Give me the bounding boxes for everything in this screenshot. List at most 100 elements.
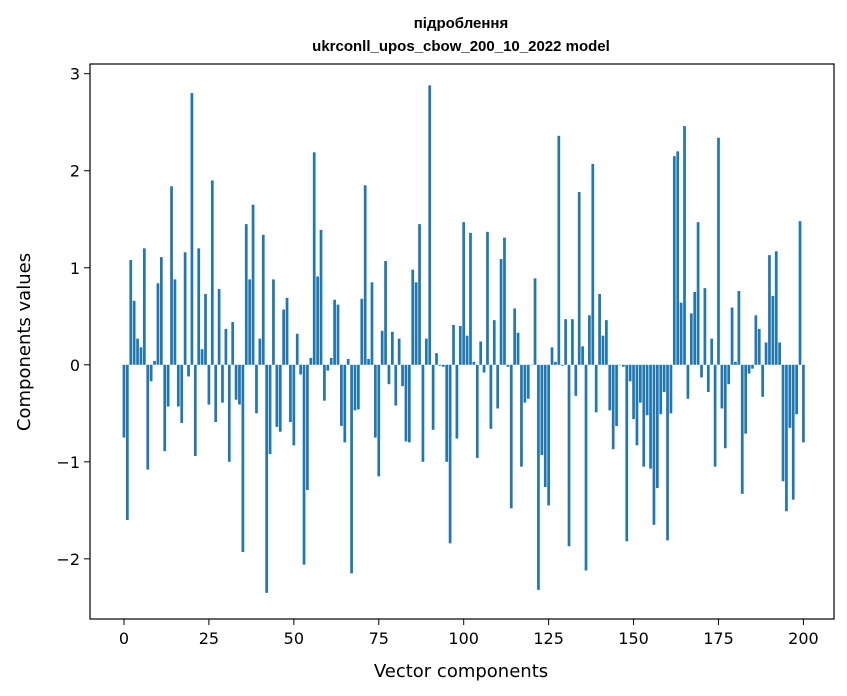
bar: [353, 364, 357, 411]
bar: [126, 364, 129, 521]
bar: [445, 364, 449, 462]
bar: [401, 364, 404, 387]
bar: [788, 364, 792, 428]
bar: [132, 300, 136, 365]
bar: [455, 364, 459, 439]
bar: [210, 180, 214, 365]
bar: [622, 364, 625, 367]
bar: [329, 357, 333, 365]
y-tick-label: −2: [56, 550, 80, 569]
y-tick-label: 0: [70, 356, 80, 375]
bar: [584, 364, 588, 571]
bar: [234, 364, 238, 400]
x-tick-label: 175: [703, 629, 734, 648]
bar: [550, 347, 554, 365]
bar: [319, 229, 323, 365]
bar: [737, 291, 741, 365]
bar: [227, 364, 231, 462]
bar: [282, 309, 286, 365]
bar: [798, 221, 802, 365]
bar: [764, 342, 768, 365]
x-tick-label: 50: [284, 629, 304, 648]
bar: [537, 364, 540, 590]
bar: [193, 364, 197, 456]
bar: [200, 349, 204, 365]
y-tick-label: 2: [70, 162, 80, 181]
bar: [802, 364, 805, 443]
bar: [159, 257, 163, 365]
bar: [197, 248, 201, 365]
bar: [312, 152, 316, 365]
bar: [180, 364, 184, 424]
bar: [149, 364, 153, 382]
y-tick-label: 1: [70, 259, 80, 278]
bar: [207, 364, 211, 405]
bar: [465, 335, 469, 365]
bar: [713, 364, 717, 467]
bar: [363, 185, 367, 365]
bar: [241, 364, 245, 553]
bar: [258, 338, 262, 365]
bar: [635, 364, 639, 446]
bar: [513, 308, 517, 365]
bar: [285, 297, 289, 365]
bar: [710, 338, 714, 365]
bar: [295, 333, 299, 365]
bar: [384, 260, 387, 365]
bar: [723, 364, 727, 449]
bar: [139, 347, 143, 365]
bar: [645, 364, 649, 416]
bar: [754, 315, 758, 365]
bar: [564, 319, 567, 365]
bar: [306, 364, 309, 490]
bar: [153, 360, 156, 365]
bar: [387, 364, 391, 385]
bar: [649, 364, 652, 469]
x-tick-label: 125: [533, 629, 564, 648]
bar: [683, 126, 686, 365]
bar: [679, 302, 683, 365]
bar: [492, 320, 496, 365]
bar: [615, 364, 618, 426]
bar: [642, 364, 646, 467]
bar: [214, 364, 218, 423]
bar: [275, 364, 279, 427]
bar: [421, 364, 425, 462]
bar: [136, 338, 139, 365]
bar: [686, 364, 690, 399]
bar: [166, 364, 170, 407]
bar: [778, 342, 782, 365]
x-axis-label: Vector components: [374, 661, 548, 682]
bar: [703, 288, 707, 365]
bar: [255, 364, 258, 414]
bar: [173, 279, 177, 365]
bar: [761, 364, 765, 397]
bar: [380, 330, 384, 365]
x-tick-label: 0: [119, 629, 129, 648]
bar: [717, 137, 720, 365]
bar: [187, 364, 190, 377]
x-tick-label: 200: [788, 629, 819, 648]
bar: [479, 341, 483, 365]
bar: [696, 222, 700, 365]
bar: [489, 364, 493, 429]
bar: [611, 364, 615, 450]
bar: [350, 364, 353, 574]
bar: [146, 364, 150, 470]
bar: [768, 255, 771, 365]
bar: [299, 364, 302, 375]
bar: [757, 328, 761, 365]
x-tick-label: 75: [369, 629, 389, 648]
bar: [309, 357, 313, 365]
bar: [292, 364, 296, 446]
bar: [577, 192, 581, 365]
bar: [323, 364, 326, 401]
bar: [516, 332, 520, 365]
bar: [632, 364, 635, 420]
bar: [509, 364, 513, 509]
bar: [689, 313, 693, 365]
bar: [795, 364, 798, 415]
bar: [560, 364, 564, 366]
bar: [547, 364, 550, 506]
